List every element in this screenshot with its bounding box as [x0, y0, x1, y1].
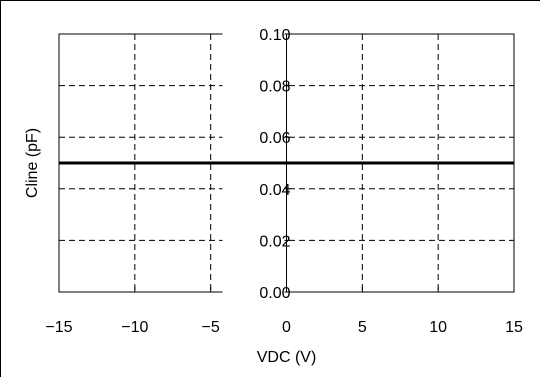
- y-tick-label-bg: [222, 231, 285, 248]
- y-tick-label: 0.06: [259, 130, 290, 147]
- y-tick-label-bg: [222, 283, 285, 299]
- y-tick-label-bg: [222, 25, 285, 41]
- y-tick-label-bg: [222, 179, 285, 196]
- y-tick-label: 0.10: [259, 27, 290, 44]
- x-tick-label: 15: [505, 319, 523, 336]
- x-tick-label: 5: [358, 319, 367, 336]
- x-tick-label: 10: [429, 319, 447, 336]
- x-tick-label: −10: [121, 319, 148, 336]
- x-tick-label: 0: [282, 319, 291, 336]
- y-axis-title: Cline (pF): [24, 128, 41, 198]
- y-tick-label: 0.08: [259, 79, 290, 96]
- grid-layer: [59, 34, 514, 292]
- y-tick-label: 0.04: [259, 182, 290, 199]
- x-tick-label: −5: [202, 319, 220, 336]
- x-axis-title: VDC (V): [257, 349, 317, 366]
- label-layer: 0.00 0.02 0.04 0.06 0.08 0.10 −15 −10 −5 0 5 10 15: [45, 25, 523, 336]
- y-tick-label: 0.02: [259, 233, 290, 250]
- y-tick-label-bg: [222, 128, 285, 145]
- y-tick-label: 0.00: [259, 285, 290, 302]
- x-tick-label: −15: [45, 319, 72, 336]
- y-tick-label-bg: [222, 76, 285, 93]
